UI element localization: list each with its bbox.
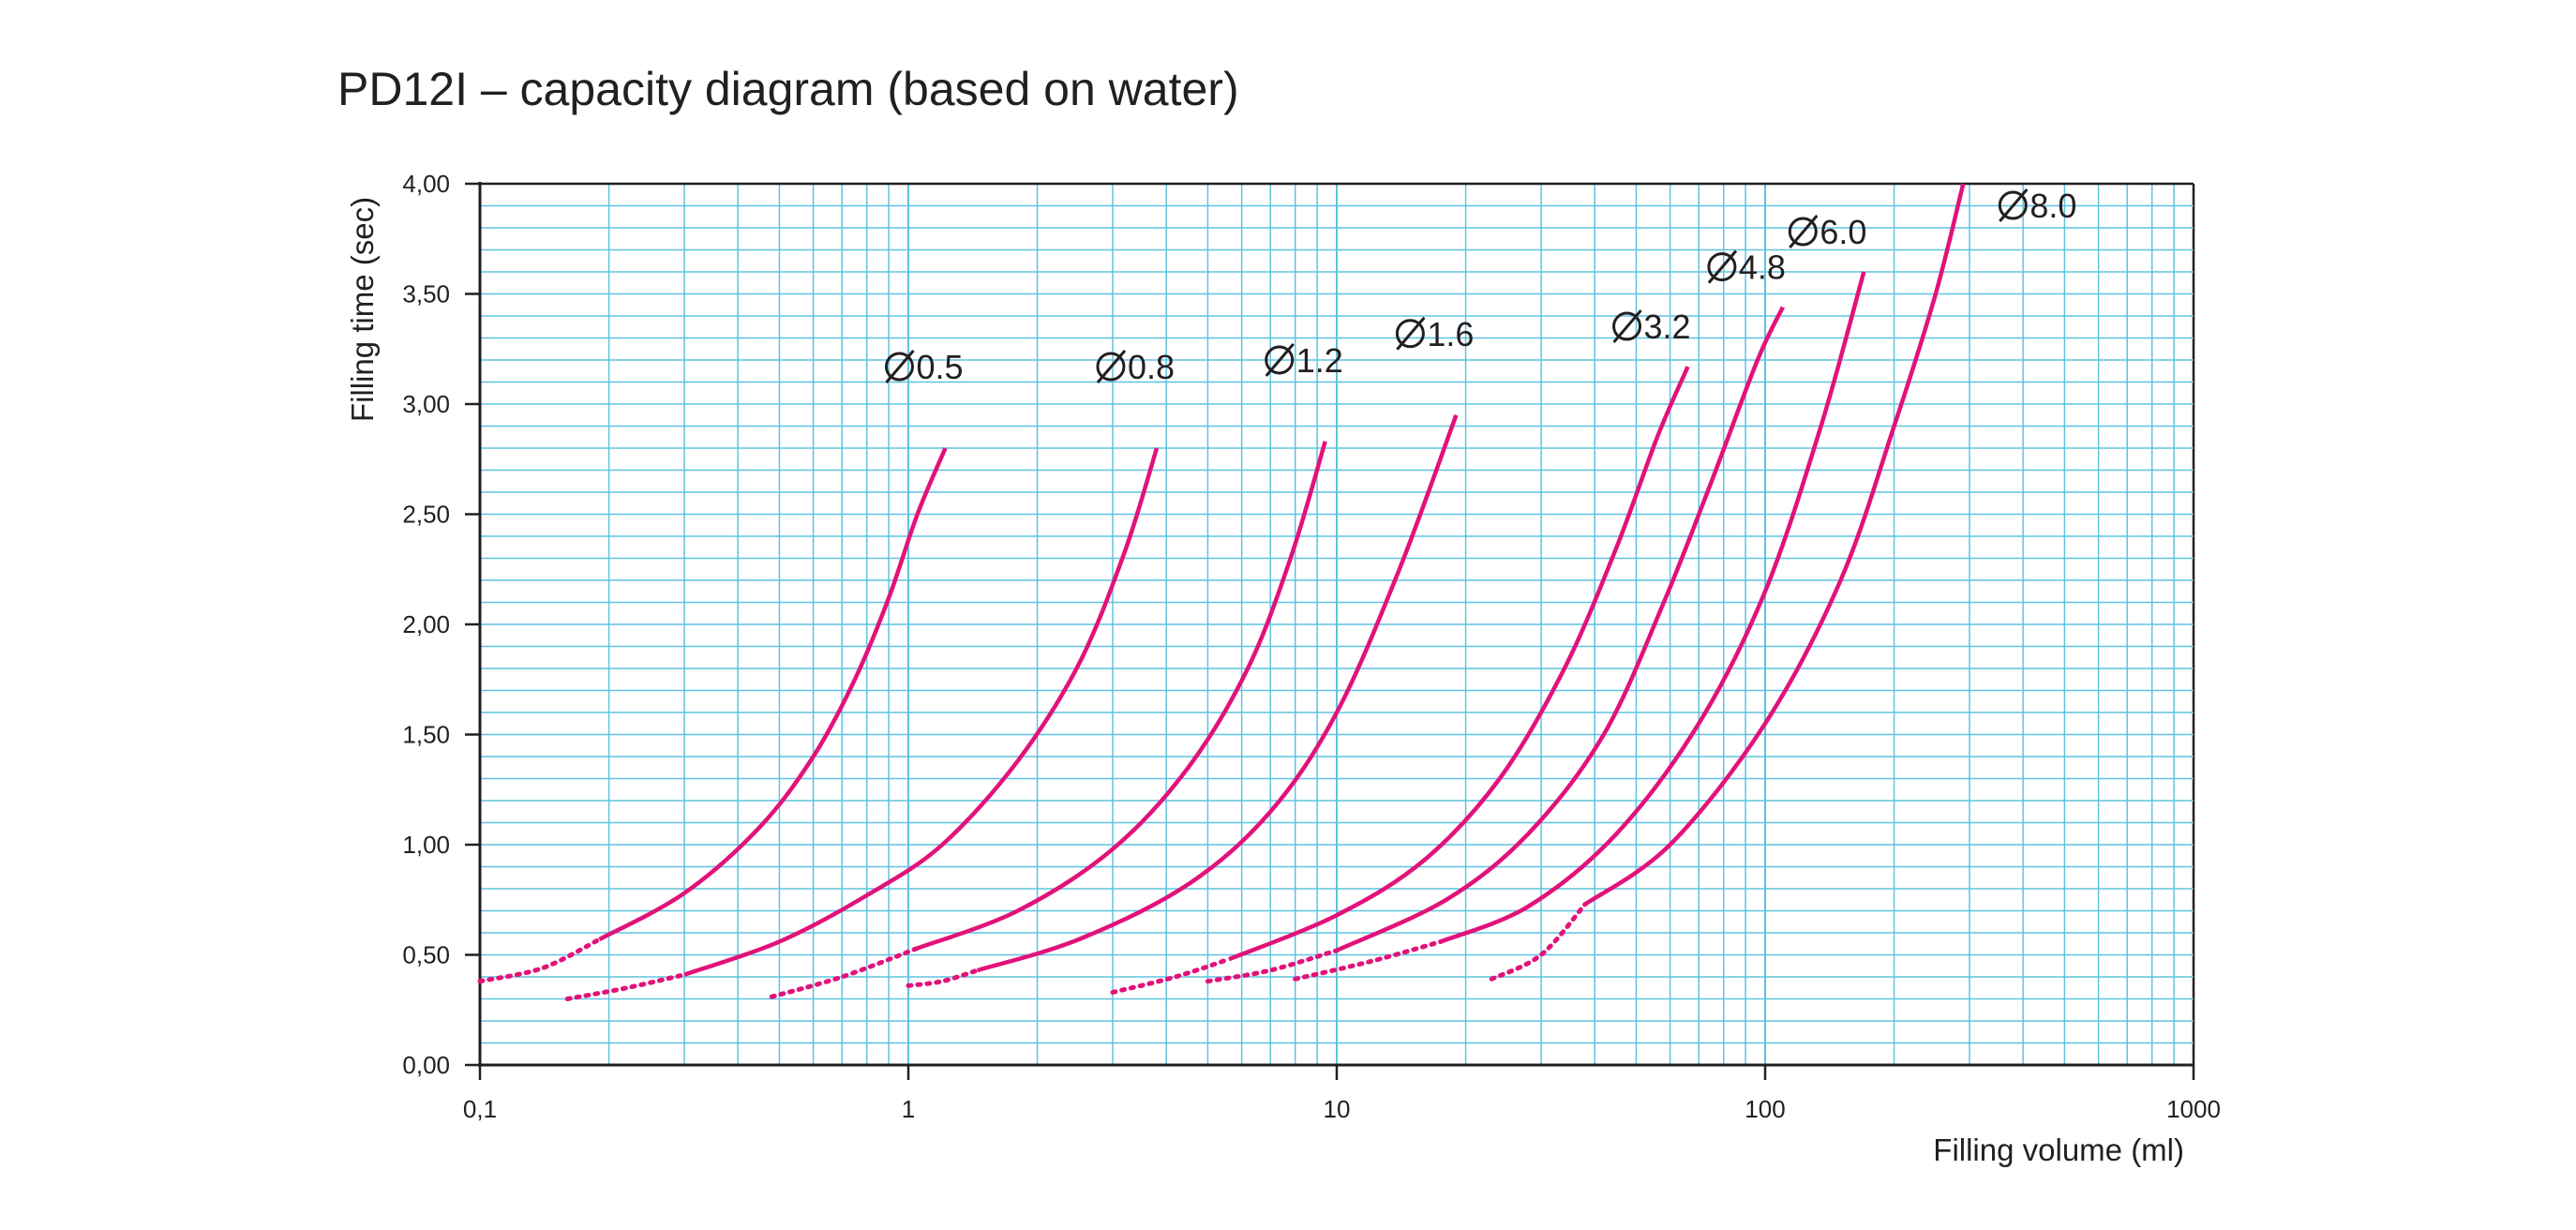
curve-label-text: 4.8: [1739, 248, 1786, 287]
y-tick-label: 0,50: [402, 941, 450, 969]
curve-dotted-0-8: [564, 972, 687, 1001]
curve-solid-1-6: [977, 414, 1459, 973]
curve-label-0-8: 0.8: [1096, 348, 1175, 386]
curve-label-0-5: 0.5: [884, 348, 964, 386]
diameter-icon: [1265, 345, 1295, 375]
x-tick-label: 1000: [2166, 1095, 2221, 1123]
y-tick-label: 0,00: [402, 1051, 450, 1079]
curve-solid-0-8: [683, 447, 1160, 977]
curve-dotted-4-8: [1205, 948, 1340, 984]
diameter-icon: [1096, 352, 1126, 382]
y-tick-label: 1,00: [402, 831, 450, 859]
diameter-icon: [1707, 252, 1737, 282]
curve-label-3-2: 3.2: [1612, 308, 1691, 346]
y-tick-label: 2,50: [402, 501, 450, 529]
axes-layer: 0,00 0,50 1,00 1,50 2,00 2,50 3,00 3,50 4,00 0,1 1…: [402, 170, 2221, 1123]
diameter-icon: [1612, 311, 1642, 341]
curve-label-text: 3.2: [1644, 308, 1691, 346]
diameter-icon-slash: [1612, 309, 1642, 344]
curve-solid-0-5: [598, 447, 948, 941]
x-tick-label: 100: [1745, 1095, 1785, 1123]
curve-solid-6-0: [1440, 271, 1866, 944]
x-axis-label: Filling volume (ml): [1933, 1132, 2184, 1167]
curve-label-1-2: 1.2: [1265, 341, 1343, 380]
diameter-icon-slash: [1265, 342, 1295, 377]
curve-label-text: 6.0: [1820, 213, 1866, 251]
curve-label-4-8: 4.8: [1707, 248, 1786, 287]
curve-label-1-6: 1.6: [1395, 315, 1474, 353]
curve-layer: [477, 183, 1966, 1001]
diameter-icon: [1998, 190, 2028, 220]
y-tick-label: 1,50: [402, 721, 450, 749]
diameter-icon-slash: [1707, 249, 1738, 284]
y-tick-label: 4,00: [402, 170, 450, 198]
x-tick-label: 0,1: [463, 1095, 497, 1123]
curve-dotted-3-2: [1110, 956, 1232, 995]
curve-solid-4-8: [1336, 306, 1785, 952]
y-axis-label: Filling time (sec): [345, 197, 380, 422]
grid-layer: [479, 182, 2195, 1066]
curve-label-text: 1.2: [1296, 341, 1343, 380]
curve-label-text: 1.6: [1427, 315, 1474, 353]
chart-title: PD12I – capacity diagram (based on water…: [337, 63, 1239, 115]
curve-label-text: 0.5: [916, 348, 963, 386]
y-tick-label: 2,00: [402, 610, 450, 638]
diameter-icon-slash: [1999, 188, 2029, 222]
curve-label-text: 0.8: [1128, 348, 1175, 386]
curve-dotted-1-2: [769, 946, 921, 999]
y-tick-label: 3,50: [402, 280, 450, 308]
x-tick-label: 1: [902, 1095, 915, 1123]
curve-dotted-6-0: [1293, 938, 1444, 982]
y-tick-label: 3,00: [402, 390, 450, 418]
curve-label-text: 8.0: [2029, 187, 2076, 225]
x-tick-label: 10: [1324, 1095, 1351, 1123]
curve-dotted-8-0: [1489, 902, 1588, 982]
diameter-icon: [1788, 217, 1818, 247]
curve-dotted-0-5: [477, 937, 602, 984]
diameter-icon-slash: [1096, 350, 1127, 383]
curve-dotted-1-6: [906, 968, 981, 988]
curve-label-8-0: 8.0: [1998, 187, 2076, 225]
diameter-icon-slash: [1789, 215, 1819, 248]
diameter-icon-slash: [1396, 316, 1426, 351]
label-layer: 0.5 0.8 1.2 1.6 3.2 4.8 6.0 8.0: [884, 187, 2076, 386]
diameter-icon-slash: [885, 350, 915, 383]
diameter-icon: [884, 352, 914, 382]
curve-solid-8-0: [1583, 183, 1966, 907]
curve-solid-3-2: [1228, 366, 1690, 962]
diameter-icon: [1395, 319, 1425, 349]
curve-solid-1-2: [916, 441, 1327, 951]
curve-label-6-0: 6.0: [1788, 213, 1866, 251]
